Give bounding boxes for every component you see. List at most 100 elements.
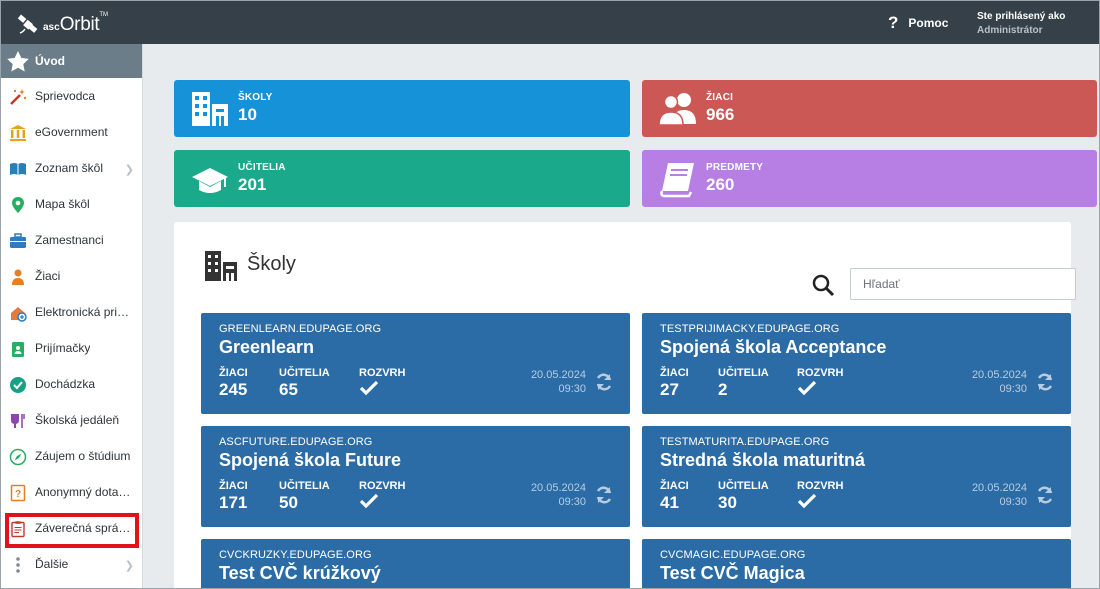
students-count: 245 xyxy=(219,380,248,399)
school-domain: TESTMATURITA.EDUPAGE.ORG xyxy=(660,436,830,448)
logo-tm-mark: TM xyxy=(99,12,109,18)
school-name: Greenlearn xyxy=(219,337,315,357)
chevron-right-icon: ❯ xyxy=(124,164,134,176)
user-info[interactable]: Ste prihlásený ako Administrátor xyxy=(977,10,1065,38)
sync-date-day: 20.05.2024 xyxy=(971,482,1027,494)
school-book-icon xyxy=(9,160,27,178)
sync-date-time: 09:30 xyxy=(558,496,586,508)
ascorbit-logo[interactable]: asc Orbit TM xyxy=(17,9,108,37)
users-icon xyxy=(658,93,696,126)
attendance-check-icon xyxy=(9,376,27,394)
refresh-icon[interactable] xyxy=(1035,372,1055,392)
canteen-icon xyxy=(9,412,27,430)
graduation-cap-icon xyxy=(192,168,228,193)
school-card[interactable]: TESTMATURITA.EDUPAGE.ORG Stredná škola m… xyxy=(642,426,1071,527)
school-name: Test CVČ krúžkový xyxy=(219,563,381,583)
help-button[interactable]: ? Pomoc xyxy=(888,13,948,33)
tile-ucitelia[interactable]: UČITELIA 201 xyxy=(174,150,630,207)
timetable-label: ROZVRH xyxy=(797,367,844,379)
sidebar-item-skolska-jedalen[interactable]: Školská jedáleň xyxy=(1,402,142,438)
teachers-count: 50 xyxy=(279,493,298,512)
school-card[interactable]: CVCKRUZKY.EDUPAGE.ORG Test CVČ krúžkový xyxy=(201,539,630,588)
sidebar-item-label: Mapa škôl xyxy=(35,197,90,211)
sidebar-item-dalsie[interactable]: Ďalšie ❯ xyxy=(1,546,142,582)
schools-title: Školy xyxy=(247,253,296,275)
school-name: Test CVČ Magica xyxy=(660,563,805,583)
sync-date: 20.05.2024 09:30 xyxy=(972,368,1027,396)
sidebar-item-dochadzka[interactable]: Dochádzka xyxy=(1,366,142,402)
refresh-icon[interactable] xyxy=(1035,485,1055,505)
students-count: 41 xyxy=(660,493,679,512)
sidebar-item-zoznam-skol[interactable]: Zoznam škôl ❯ xyxy=(1,150,142,186)
checkmark-icon xyxy=(797,493,817,509)
school-card[interactable]: GREENLEARN.EDUPAGE.ORG Greenlearn ŽIACI … xyxy=(201,313,630,414)
tile-ziaci[interactable]: ŽIACI 966 xyxy=(642,80,1097,137)
sidebar: Úvod Sprievodca eGovernment Zoznam škôl … xyxy=(1,44,143,588)
timetable-label: ROZVRH xyxy=(359,367,406,379)
student-icon xyxy=(9,268,27,286)
sidebar-item-label: Úvod xyxy=(35,54,65,68)
search-input[interactable] xyxy=(850,268,1076,300)
sync-date-time: 09:30 xyxy=(999,383,1027,395)
students-label: ŽIACI xyxy=(660,367,689,379)
logo-asc-text: asc xyxy=(43,22,60,33)
sidebar-item-label: Záujem o štúdium xyxy=(35,449,131,463)
checkmark-icon xyxy=(359,380,379,396)
teachers-label: UČITELIA xyxy=(718,480,769,492)
help-label: Pomoc xyxy=(908,16,949,30)
refresh-icon[interactable] xyxy=(594,485,614,505)
sidebar-item-label: Prijímačky xyxy=(35,341,91,355)
sync-date: 20.05.2024 09:30 xyxy=(531,481,586,509)
chevron-right-icon: ❯ xyxy=(124,560,134,572)
school-domain: TESTPRIJIMACKY.EDUPAGE.ORG xyxy=(660,323,840,335)
sidebar-item-zaverecna-sprava[interactable]: Záverečná správa xyxy=(1,510,142,546)
compass-icon xyxy=(9,448,27,466)
logo-orbit-text: Orbit xyxy=(59,14,100,35)
sidebar-item-mapa-skol[interactable]: Mapa škôl xyxy=(1,186,142,222)
tile-skoly[interactable]: ŠKOLY 10 xyxy=(174,80,630,137)
user-role: Administrátor xyxy=(977,25,1043,36)
sidebar-item-ziaci[interactable]: Žiaci xyxy=(1,258,142,294)
sync-date-time: 09:30 xyxy=(999,496,1027,508)
sidebar-item-label: Žiaci xyxy=(35,269,61,283)
help-question-icon: ? xyxy=(888,13,899,32)
refresh-icon[interactable] xyxy=(594,372,614,392)
school-card[interactable]: ASCFUTURE.EDUPAGE.ORG Spojená škola Futu… xyxy=(201,426,630,527)
star-icon xyxy=(5,50,31,72)
map-pin-icon xyxy=(9,196,27,214)
checkmark-icon xyxy=(797,380,817,396)
school-domain: ASCFUTURE.EDUPAGE.ORG xyxy=(219,436,373,448)
school-name: Spojená škola Future xyxy=(219,450,402,470)
checkmark-icon xyxy=(359,493,379,509)
sync-date-time: 09:30 xyxy=(558,383,586,395)
briefcase-icon xyxy=(9,232,27,250)
tile-predmety[interactable]: PREDMETY 260 xyxy=(642,150,1097,207)
sync-date-day: 20.05.2024 xyxy=(530,369,586,381)
sidebar-item-sprievodca[interactable]: Sprievodca xyxy=(1,78,142,114)
school-card[interactable]: TESTPRIJIMACKY.EDUPAGE.ORG Spojená škola… xyxy=(642,313,1071,414)
sidebar-item-elektronicka-prihlaska[interactable]: Elektronická prihláška xyxy=(1,294,142,330)
admission-icon xyxy=(9,340,27,358)
user-logged-in-label: Ste prihlásený ako xyxy=(977,11,1066,22)
sync-date: 20.05.2024 09:30 xyxy=(972,481,1027,509)
sidebar-item-anonymny-dotaznik[interactable]: ? Anonymný dotazník xyxy=(1,474,142,510)
search-icon[interactable] xyxy=(811,273,835,297)
sidebar-item-zaujem-o-studium[interactable]: Záujem o štúdium xyxy=(1,438,142,474)
sidebar-item-label: Ďalšie xyxy=(35,557,69,571)
tile-label: ŽIACI xyxy=(706,92,734,103)
sidebar-item-uvod[interactable]: Úvod xyxy=(1,44,142,78)
sidebar-item-prijimacky[interactable]: Prijímačky xyxy=(1,330,142,366)
students-label: ŽIACI xyxy=(219,367,248,379)
sidebar-item-egovernment[interactable]: eGovernment xyxy=(1,114,142,150)
school-card[interactable]: CVCMAGIC.EDUPAGE.ORG Test CVČ Magica xyxy=(642,539,1071,588)
school-name: Spojená škola Acceptance xyxy=(660,337,887,357)
sync-date-day: 20.05.2024 xyxy=(971,369,1027,381)
sync-date-day: 20.05.2024 xyxy=(530,482,586,494)
school-domain: CVCMAGIC.EDUPAGE.ORG xyxy=(660,549,806,561)
sidebar-item-label: Dochádzka xyxy=(35,377,96,391)
tile-label: PREDMETY xyxy=(706,162,764,173)
sidebar-item-zamestnanci[interactable]: Zamestnanci xyxy=(1,222,142,258)
students-label: ŽIACI xyxy=(660,480,689,492)
sidebar-item-label: Sprievodca xyxy=(35,89,96,103)
teachers-count: 30 xyxy=(718,493,737,512)
